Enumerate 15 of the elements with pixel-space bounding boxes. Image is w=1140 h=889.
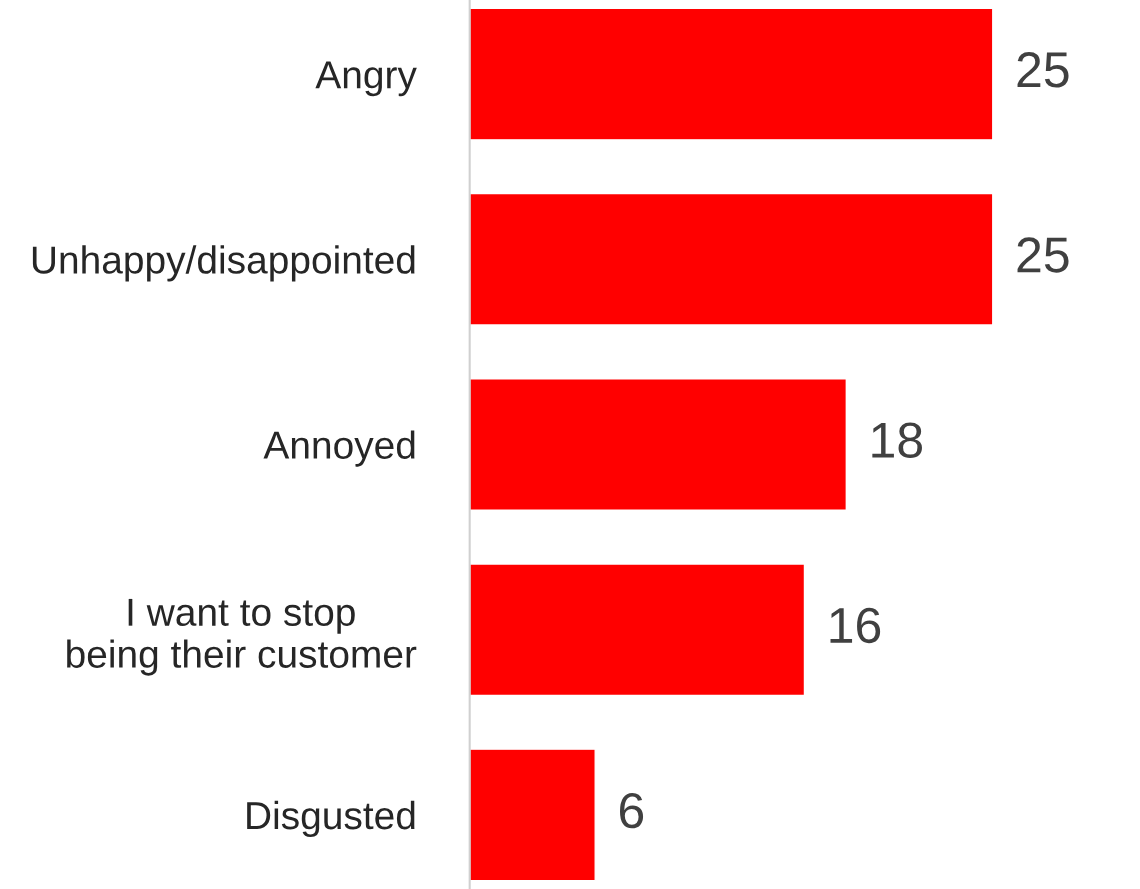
data-label: 16 <box>830 607 881 644</box>
data-label: 6 <box>619 792 644 829</box>
bar <box>469 748 596 882</box>
bar <box>469 563 806 697</box>
y-tick-label: Disgusted <box>247 800 415 838</box>
y-tick-label: Unhappy/disappointed <box>32 245 415 282</box>
y-tick-label: I want to stop being their customer <box>67 598 417 676</box>
y-tick-label: Annoyed <box>263 430 415 467</box>
bar <box>469 7 994 141</box>
data-label: 25 <box>1017 52 1069 88</box>
data-label: 25 <box>1017 237 1069 273</box>
data-label: 18 <box>872 422 922 458</box>
y-tick-label: Angry <box>315 61 417 97</box>
bar <box>469 192 994 326</box>
bar <box>469 378 848 511</box>
